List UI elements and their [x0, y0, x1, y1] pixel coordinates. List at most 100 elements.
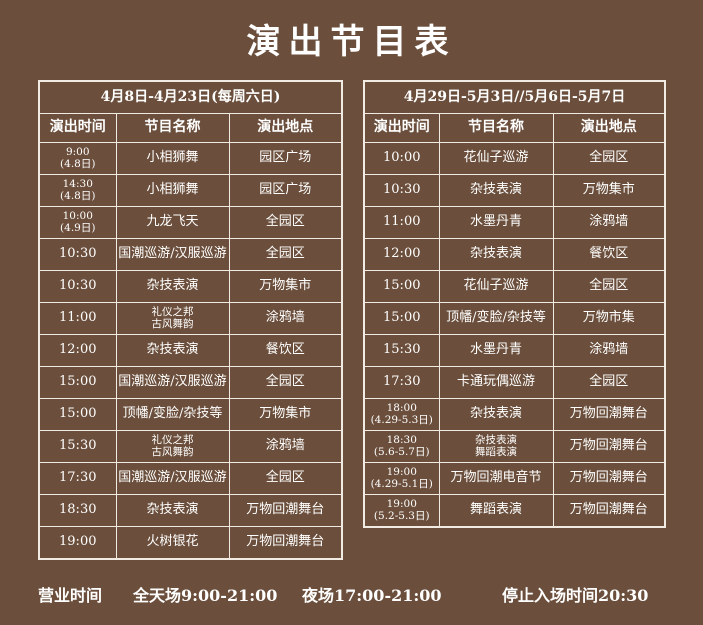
schedule-row: 11:00 礼仪之邦 古风舞韵 涂鸦墙 — [38, 302, 343, 335]
column-header: 节目名称 — [115, 113, 230, 143]
program: 礼仪之邦 古风舞韵 — [115, 430, 230, 463]
location: 万物回潮舞台 — [228, 494, 343, 527]
schedule-row: 10:00 (4.9日) 九龙飞天 全园区 — [38, 206, 343, 239]
time: 15:30 — [38, 430, 117, 463]
schedule-table: 4月29日-5月3日//5月6日-5月7日 演出时间 节目名称 演出地点 10:00 花仙… — [363, 80, 666, 528]
column-header: 演出时间 — [38, 113, 117, 143]
schedule-row: 18:30 (5.6-5.7日) 杂技表演 舞蹈表演 万物回潮舞台 — [363, 430, 666, 463]
time: 15:00 — [363, 302, 440, 335]
footer-text: 营业时间 — [38, 586, 103, 605]
program: 花仙子巡游 — [438, 142, 554, 175]
location: 全园区 — [228, 238, 343, 271]
schedule-row: 19:00 (5.2-5.3日) 舞蹈表演 万物回潮舞台 — [363, 494, 666, 528]
program: 杂技表演 舞蹈表演 — [438, 430, 554, 463]
program: 舞蹈表演 — [438, 494, 554, 528]
program: 卡通玩偶巡游 — [438, 366, 554, 399]
footer-text: 停止入场时间20:30 — [502, 586, 649, 605]
time: 12:00 — [363, 238, 440, 271]
program: 小相狮舞 — [115, 142, 230, 175]
time: 18:00 (4.29-5.3日) — [363, 398, 440, 431]
location: 万物市集 — [552, 302, 666, 335]
schedule-row: 18:00 (4.29-5.3日) 杂技表演 万物回潮舞台 — [363, 398, 666, 431]
schedule-row: 10:30 国潮巡游/汉服巡游 全园区 — [38, 238, 343, 271]
schedule-row: 19:00 (4.29-5.1日) 万物回潮电音节 万物回潮舞台 — [363, 462, 666, 495]
schedule-row: 15:00 顶幡/变脸/杂技等 万物集市 — [38, 398, 343, 431]
location: 全园区 — [228, 462, 343, 495]
time: 11:00 — [363, 206, 440, 239]
time: 11:00 — [38, 302, 117, 335]
program: 国潮巡游/汉服巡游 — [115, 366, 230, 399]
location: 万物回潮舞台 — [552, 494, 666, 528]
program: 杂技表演 — [438, 238, 554, 271]
location: 全园区 — [228, 366, 343, 399]
table-heading: 4月8日-4月23日(每周六日) — [38, 80, 343, 114]
time: 15:00 — [38, 398, 117, 431]
location: 万物集市 — [228, 398, 343, 431]
time: 10:30 — [38, 270, 117, 303]
time: 18:30 — [38, 494, 117, 527]
location: 园区广场 — [228, 174, 343, 207]
program: 杂技表演 — [438, 174, 554, 207]
location: 涂鸦墙 — [552, 206, 666, 239]
time: 10:30 — [363, 174, 440, 207]
location: 万物回潮舞台 — [228, 526, 343, 560]
schedule-row: 10:30 杂技表演 万物集市 — [38, 270, 343, 303]
program: 顶幡/变脸/杂技等 — [438, 302, 554, 335]
location: 全园区 — [552, 142, 666, 175]
schedule-row: 12:00 杂技表演 餐饮区 — [38, 334, 343, 367]
schedule-row: 17:30 国潮巡游/汉服巡游 全园区 — [38, 462, 343, 495]
program: 小相狮舞 — [115, 174, 230, 207]
footer-text: 夜场17:00-21:00 — [302, 586, 442, 605]
program: 杂技表演 — [115, 334, 230, 367]
schedule-row: 14:30 (4.8日) 小相狮舞 园区广场 — [38, 174, 343, 207]
location: 万物集市 — [552, 174, 666, 207]
column-header: 演出地点 — [228, 113, 343, 143]
column-header: 演出地点 — [552, 113, 666, 143]
location: 涂鸦墙 — [228, 430, 343, 463]
schedule-row: 15:00 花仙子巡游 全园区 — [363, 270, 666, 303]
location: 全园区 — [228, 206, 343, 239]
schedule-row: 15:30 礼仪之邦 古风舞韵 涂鸦墙 — [38, 430, 343, 463]
time: 10:00 (4.9日) — [38, 206, 117, 239]
schedule-row: 9:00 (4.8日) 小相狮舞 园区广场 — [38, 142, 343, 175]
program: 杂技表演 — [438, 398, 554, 431]
column-header: 节目名称 — [438, 113, 554, 143]
schedule-row: 10:30 杂技表演 万物集市 — [363, 174, 666, 207]
column-header: 演出时间 — [363, 113, 440, 143]
location: 万物集市 — [228, 270, 343, 303]
column-header-row: 演出时间 节目名称 演出地点 — [38, 113, 343, 143]
location: 全园区 — [552, 366, 666, 399]
program: 国潮巡游/汉服巡游 — [115, 462, 230, 495]
location: 万物回潮舞台 — [552, 398, 666, 431]
program: 万物回潮电音节 — [438, 462, 554, 495]
schedule-row: 15:00 顶幡/变脸/杂技等 万物市集 — [363, 302, 666, 335]
program: 花仙子巡游 — [438, 270, 554, 303]
location: 涂鸦墙 — [552, 334, 666, 367]
heading-row: 4月29日-5月3日//5月6日-5月7日 — [363, 80, 666, 114]
time: 10:30 — [38, 238, 117, 271]
program: 九龙飞天 — [115, 206, 230, 239]
location: 涂鸦墙 — [228, 302, 343, 335]
time: 19:00 (4.29-5.1日) — [363, 462, 440, 495]
schedule-row: 17:30 卡通玩偶巡游 全园区 — [363, 366, 666, 399]
time: 17:30 — [38, 462, 117, 495]
location: 全园区 — [552, 270, 666, 303]
location: 园区广场 — [228, 142, 343, 175]
footer-text: 全天场9:00-21:00 — [133, 586, 278, 605]
program: 礼仪之邦 古风舞韵 — [115, 302, 230, 335]
time: 12:00 — [38, 334, 117, 367]
location: 万物回潮舞台 — [552, 462, 666, 495]
time: 15:30 — [363, 334, 440, 367]
program: 水墨丹青 — [438, 334, 554, 367]
column-header-row: 演出时间 节目名称 演出地点 — [363, 113, 666, 143]
schedule-row: 10:00 花仙子巡游 全园区 — [363, 142, 666, 175]
title: 演出节目表 — [246, 22, 457, 62]
schedule-row: 19:00 火树银花 万物回潮舞台 — [38, 526, 343, 560]
table-heading: 4月29日-5月3日//5月6日-5月7日 — [363, 80, 666, 114]
time: 15:00 — [38, 366, 117, 399]
time: 14:30 (4.8日) — [38, 174, 117, 207]
program: 杂技表演 — [115, 270, 230, 303]
schedule-row: 18:30 杂技表演 万物回潮舞台 — [38, 494, 343, 527]
time: 15:00 — [363, 270, 440, 303]
